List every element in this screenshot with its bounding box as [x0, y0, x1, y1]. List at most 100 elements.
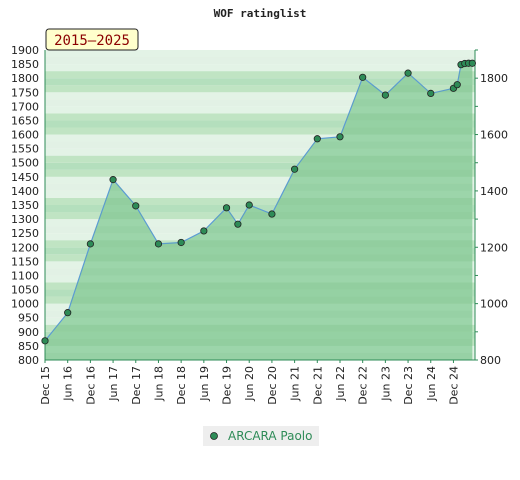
x-tick-label: Jun 22	[334, 366, 347, 402]
right-tick-label: 1400	[480, 185, 508, 198]
data-point	[313, 135, 321, 143]
series-area	[45, 63, 473, 360]
data-point	[336, 133, 344, 141]
data-point	[468, 59, 476, 67]
area-shade-band	[45, 57, 475, 65]
area-shade-band	[45, 155, 475, 163]
right-tick-label: 1600	[480, 129, 508, 142]
x-tick-label: Dec 20	[266, 366, 279, 405]
left-tick-label: 1700	[11, 100, 39, 113]
right-axis-ticks: 800 1000 1200 1400 1600 1800	[475, 49, 508, 367]
left-tick-label: 1250	[11, 227, 39, 240]
data-point	[234, 220, 242, 228]
left-tick-label: 1400	[11, 185, 39, 198]
data-point	[359, 73, 367, 81]
data-point	[154, 240, 163, 248]
background-band	[45, 71, 475, 79]
background-band	[45, 57, 475, 65]
background-band	[45, 106, 475, 114]
area-shade-band	[45, 113, 475, 121]
area-shade-band	[45, 127, 475, 135]
legend-series-name: ARCARA Paolo	[228, 429, 312, 443]
area-shade-band	[45, 296, 475, 304]
area-shade-band	[45, 268, 475, 276]
left-tick-label: 1300	[11, 213, 39, 226]
period-badge: 2015–2025	[45, 28, 139, 51]
x-tick-label: Jun 17	[107, 366, 120, 402]
left-tick-label: 1000	[11, 298, 39, 311]
data-point	[453, 81, 461, 89]
area-shade-band	[45, 282, 475, 290]
left-tick-label: 1500	[11, 157, 39, 170]
x-tick-label: Dec 24	[447, 366, 460, 405]
plot-area-layer	[45, 57, 475, 360]
data-point	[222, 204, 231, 212]
left-tick-label: 950	[18, 312, 39, 325]
area-shade-band	[45, 141, 475, 149]
background-band	[45, 64, 475, 72]
x-tick-label: Jun 18	[152, 366, 165, 402]
data-point	[268, 210, 276, 218]
x-tick-label: Dec 19	[221, 366, 234, 405]
left-tick-label: 1450	[11, 171, 39, 184]
left-tick-label: 800	[18, 354, 39, 367]
background-band	[45, 197, 475, 205]
background-band	[45, 155, 475, 163]
data-point	[177, 238, 185, 247]
chart-title: WOF ratinglist	[214, 7, 307, 20]
right-tick-label: 1200	[480, 241, 508, 254]
x-tick-label: Dec 23	[402, 366, 415, 405]
background-band	[45, 127, 475, 135]
background-band	[45, 120, 475, 128]
left-tick-label: 1200	[11, 241, 39, 254]
x-axis-ticks: Dec 15 Jun 16 Dec 16 Jun 17 Dec 17 Jun 18 Dec …	[39, 360, 460, 405]
left-tick-label: 850	[18, 340, 39, 353]
background-band	[45, 190, 475, 198]
right-tick-label: 1800	[480, 72, 508, 85]
x-tick-label: Dec 15	[39, 366, 52, 405]
background-band	[45, 148, 475, 156]
area-shade-band	[45, 99, 475, 107]
data-point	[64, 309, 72, 317]
area-shade-band	[45, 240, 475, 248]
x-tick-label: Jun 19	[198, 366, 211, 402]
x-tick-label: Dec 17	[130, 366, 143, 405]
background-band	[45, 99, 475, 107]
background-band	[45, 169, 475, 177]
background-band	[45, 113, 475, 121]
left-tick-label: 1600	[11, 129, 39, 142]
data-point	[291, 165, 299, 173]
x-tick-label: Dec 18	[175, 366, 188, 405]
data-point	[132, 202, 140, 210]
x-tick-label: Jun 20	[243, 366, 256, 402]
right-tick-label: 1000	[480, 298, 508, 311]
left-tick-label: 1350	[11, 199, 39, 212]
x-tick-label: Dec 16	[84, 366, 97, 405]
x-tick-label: Jun 23	[379, 366, 392, 402]
x-tick-label: Jun 16	[62, 366, 75, 402]
background-band	[45, 205, 475, 213]
background-band	[45, 176, 475, 184]
left-tick-label: 1850	[11, 58, 39, 71]
area-shade-band	[45, 338, 475, 346]
data-point	[41, 337, 49, 345]
x-tick-label: Dec 22	[357, 366, 370, 405]
background-band	[45, 92, 475, 100]
data-points	[41, 59, 476, 345]
area-shade-band	[45, 254, 475, 262]
legend-marker	[210, 432, 218, 440]
background-band	[45, 78, 475, 86]
area-shade-band	[45, 169, 475, 177]
left-tick-label: 900	[18, 326, 39, 339]
left-tick-label: 1650	[11, 114, 39, 127]
left-tick-label: 1150	[11, 255, 39, 268]
left-tick-label: 1100	[11, 269, 39, 282]
data-point	[200, 227, 208, 235]
background-band	[45, 141, 475, 149]
area-shade-band	[45, 85, 475, 93]
x-tick-label: Dec 21	[311, 366, 324, 405]
left-tick-label: 1550	[11, 143, 39, 156]
area-shade-band	[45, 352, 475, 360]
